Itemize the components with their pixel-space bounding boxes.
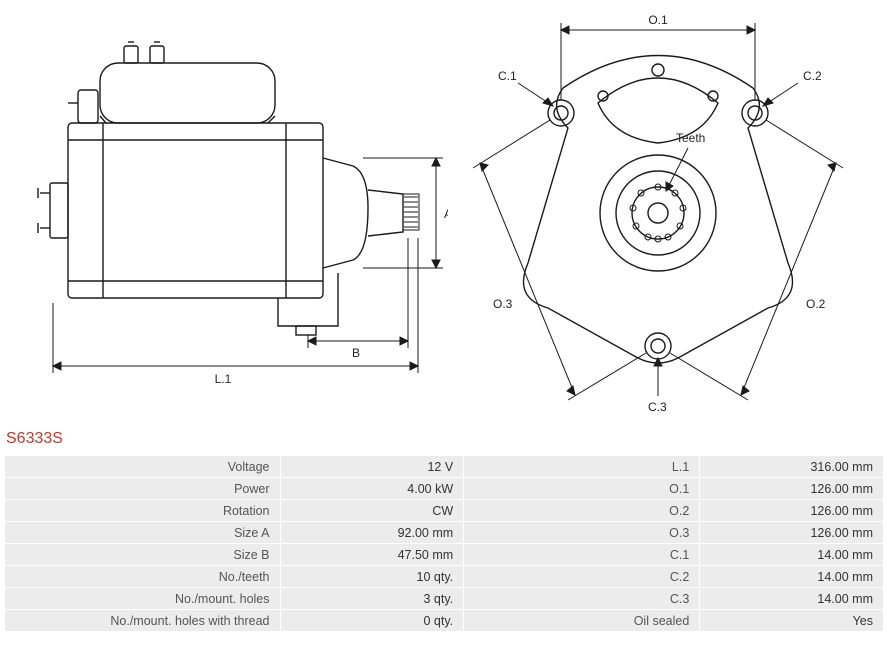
dim-c1-label: C.1 bbox=[498, 69, 517, 83]
spec-label: O.3 bbox=[464, 522, 700, 544]
spec-value: 92.00 mm bbox=[280, 522, 464, 544]
spec-label: O.1 bbox=[464, 478, 700, 500]
spec-label: No./mount. holes with thread bbox=[5, 610, 281, 632]
spec-table: Voltage 12 V L.1 316.00 mm Power 4.00 kW… bbox=[4, 455, 884, 632]
spec-value: 10 qty. bbox=[280, 566, 464, 588]
spec-label: C.1 bbox=[464, 544, 700, 566]
table-row: No./mount. holes 3 qty. C.3 14.00 mm bbox=[5, 588, 884, 610]
table-row: Size B 47.50 mm C.1 14.00 mm bbox=[5, 544, 884, 566]
spec-label: C.3 bbox=[464, 588, 700, 610]
spec-value: 14.00 mm bbox=[700, 566, 884, 588]
spec-value: 126.00 mm bbox=[700, 500, 884, 522]
dim-b-label: B bbox=[352, 346, 360, 360]
front-view-diagram: O.1 O.2 O.3 bbox=[448, 8, 881, 420]
table-row: No./mount. holes with thread 0 qty. Oil … bbox=[5, 610, 884, 632]
spec-value: 14.00 mm bbox=[700, 544, 884, 566]
spec-label: O.2 bbox=[464, 500, 700, 522]
spec-label: Rotation bbox=[5, 500, 281, 522]
spec-label: Power bbox=[5, 478, 281, 500]
spec-label: No./teeth bbox=[5, 566, 281, 588]
side-view-diagram: L.1 B A bbox=[8, 8, 448, 420]
table-row: No./teeth 10 qty. C.2 14.00 mm bbox=[5, 566, 884, 588]
spec-label: C.2 bbox=[464, 566, 700, 588]
spec-value: CW bbox=[280, 500, 464, 522]
dim-o1-label: O.1 bbox=[648, 13, 668, 27]
spec-value: Yes bbox=[700, 610, 884, 632]
spec-value: 126.00 mm bbox=[700, 522, 884, 544]
dim-c3-label: C.3 bbox=[648, 400, 667, 414]
table-row: Size A 92.00 mm O.3 126.00 mm bbox=[5, 522, 884, 544]
spec-label: No./mount. holes bbox=[5, 588, 281, 610]
spec-label: Oil sealed bbox=[464, 610, 700, 632]
dim-l1-label: L.1 bbox=[215, 372, 232, 386]
table-row: Voltage 12 V L.1 316.00 mm bbox=[5, 456, 884, 478]
spec-label: Voltage bbox=[5, 456, 281, 478]
spec-label: Size B bbox=[5, 544, 281, 566]
spec-value: 316.00 mm bbox=[700, 456, 884, 478]
table-row: Rotation CW O.2 126.00 mm bbox=[5, 500, 884, 522]
spec-value: 4.00 kW bbox=[280, 478, 464, 500]
spec-value: 14.00 mm bbox=[700, 588, 884, 610]
dim-c2-label: C.2 bbox=[803, 69, 822, 83]
spec-value: 0 qty. bbox=[280, 610, 464, 632]
teeth-label: Teeth bbox=[676, 131, 705, 145]
spec-value: 3 qty. bbox=[280, 588, 464, 610]
dim-o2-label: O.2 bbox=[806, 297, 826, 311]
spec-label: L.1 bbox=[464, 456, 700, 478]
diagram-area: L.1 B A bbox=[0, 0, 889, 420]
spec-value: 126.00 mm bbox=[700, 478, 884, 500]
table-row: Power 4.00 kW O.1 126.00 mm bbox=[5, 478, 884, 500]
spec-value: 47.50 mm bbox=[280, 544, 464, 566]
spec-value: 12 V bbox=[280, 456, 464, 478]
dim-o3-label: O.3 bbox=[493, 297, 513, 311]
part-number: S6333S bbox=[6, 430, 63, 448]
spec-label: Size A bbox=[5, 522, 281, 544]
